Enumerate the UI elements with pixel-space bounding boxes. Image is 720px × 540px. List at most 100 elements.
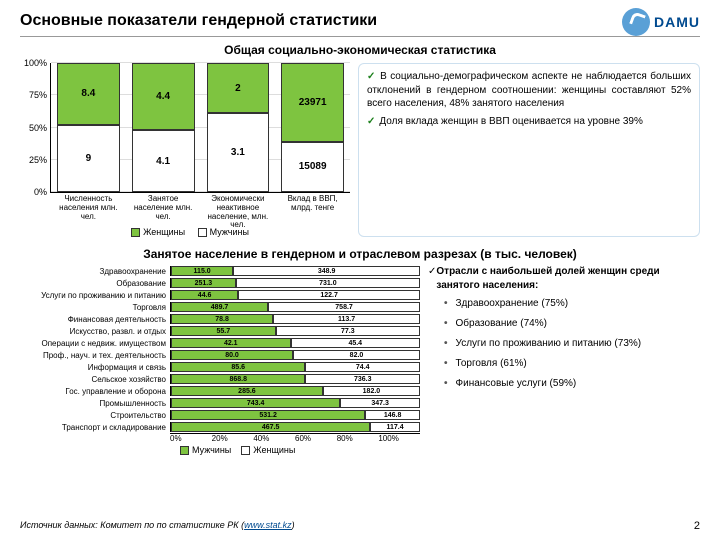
hbar-seg-men: 55.7	[171, 326, 276, 336]
hbar-label: Строительство	[20, 411, 170, 420]
hbar-seg-men: 44.6	[171, 290, 238, 300]
chart2: Здравоохранение115.0348.9Образование251.…	[20, 265, 420, 455]
x-tick: 60%	[295, 434, 337, 443]
insight2-item: Образование (74%)	[444, 317, 700, 331]
x-category: Экономически неактивное население, млн. …	[207, 192, 270, 230]
hbar-row: Информация и связь85.674.4	[20, 361, 420, 373]
check-icon: ✓	[428, 265, 436, 293]
chart1-title: Общая социально-экономическая статистика	[20, 43, 700, 57]
logo: DAMU	[622, 8, 700, 36]
bar-seg-women: 8.4	[57, 63, 120, 125]
hbar-label: Информация и связь	[20, 363, 170, 372]
x-tick: 100%	[378, 434, 420, 443]
chart1: 0%25%50%75%100% 8.49Численность населени…	[20, 63, 350, 237]
bar-seg-men: 15089	[281, 142, 344, 192]
bar-seg-men: 9	[57, 125, 120, 192]
hbar-seg-men: 489.7	[171, 302, 268, 312]
hbar-seg-women: 117.4	[370, 422, 420, 432]
hbar-seg-men: 531.2	[171, 410, 365, 420]
logo-icon	[622, 8, 650, 36]
hbar-row: Финансовая деятельность78.8113.7	[20, 313, 420, 325]
hbar-seg-women: 758.7	[268, 302, 420, 312]
chart2-legend: МужчиныЖенщины	[170, 445, 420, 455]
source-line: Источник данных: Комитет по по статистик…	[20, 520, 295, 530]
page-number: 2	[694, 520, 700, 532]
bar-seg-women: 23971	[281, 63, 344, 142]
page-title: Основные показатели гендерной статистики	[20, 12, 700, 37]
hbar-seg-men: 868.8	[171, 374, 305, 384]
bar-seg-men: 3.1	[207, 113, 270, 192]
hbar-row: Строительство531.2146.8	[20, 409, 420, 421]
y-tick: 75%	[29, 90, 47, 100]
bar-seg-women: 4.4	[132, 63, 195, 130]
hbar-seg-women: 146.8	[365, 410, 420, 420]
hbar-row: Торговля489.7758.7	[20, 301, 420, 313]
hbar-seg-men: 78.8	[171, 314, 273, 324]
legend-label-women: Женщины	[143, 227, 185, 237]
hbar-label: Операции с недвиж. имуществом	[20, 339, 170, 348]
hbar-seg-women: 74.4	[305, 362, 420, 372]
bar-seg-men: 4.1	[132, 130, 195, 192]
hbar-seg-men: 42.1	[171, 338, 291, 348]
hbar-row: Сельское хозяйство868.8736.3	[20, 373, 420, 385]
insight2-item: Услуги по проживанию и питанию (73%)	[444, 337, 700, 351]
hbar-seg-men: 467.5	[171, 422, 370, 432]
hbar-label: Транспорт и складирование	[20, 423, 170, 432]
hbar-row: Образование251.3731.0	[20, 277, 420, 289]
x-category: Занятое население млн. чел.	[132, 192, 195, 221]
insight-item: ✓Доля вклада женщин в ВВП оценивается на…	[367, 115, 691, 129]
hbar-seg-women: 731.0	[236, 278, 420, 288]
hbar-label: Образование	[20, 279, 170, 288]
x-tick: 20%	[212, 434, 254, 443]
hbar-row: Транспорт и складирование467.5117.4	[20, 421, 420, 433]
hbar-seg-women: 347.3	[340, 398, 420, 408]
x-category: Вклад в ВВП, млрд. тенге	[281, 192, 344, 213]
x-category: Численность населения млн. чел.	[57, 192, 120, 221]
hbar-seg-women: 82.0	[293, 350, 420, 360]
hbar-label: Гос. управление и оборона	[20, 387, 170, 396]
hbar-seg-men: 251.3	[171, 278, 236, 288]
hbar-label: Сельское хозяйство	[20, 375, 170, 384]
bar: 8.49Численность населения млн. чел.	[57, 63, 120, 192]
hbar-label: Финансовая деятельность	[20, 315, 170, 324]
insight-item: ✓В социально-демографическом аспекте не …	[367, 70, 691, 111]
hbar-seg-men: 115.0	[171, 266, 233, 276]
hbar-seg-men: 80.0	[171, 350, 293, 360]
bar-seg-women: 2	[207, 63, 270, 113]
insight2-item: Здравоохранение (75%)	[444, 297, 700, 311]
section2-title: Занятое население в гендерном и отраслев…	[20, 247, 700, 261]
y-tick: 50%	[29, 123, 47, 133]
bar: 2397115089Вклад в ВВП, млрд. тенге	[281, 63, 344, 192]
x-tick: 40%	[253, 434, 295, 443]
hbar-label: Здравоохранение	[20, 267, 170, 276]
hbar-row: Услуги по проживанию и питанию44.6122.7	[20, 289, 420, 301]
hbar-seg-women: 113.7	[273, 314, 420, 324]
logo-text: DAMU	[654, 14, 700, 30]
hbar-row: Гос. управление и оборона285.6182.0	[20, 385, 420, 397]
bar: 4.44.1Занятое население млн. чел.	[132, 63, 195, 192]
hbar-row: Промышленность743.4347.3	[20, 397, 420, 409]
hbar-seg-women: 122.7	[238, 290, 420, 300]
x-tick: 0%	[170, 434, 212, 443]
y-tick: 0%	[34, 187, 47, 197]
legend-swatch-women	[131, 228, 140, 237]
hbar-seg-women: 736.3	[305, 374, 420, 384]
hbar-row: Операции с недвиж. имуществом42.145.4	[20, 337, 420, 349]
hbar-row: Искусство, развл. и отдых55.777.3	[20, 325, 420, 337]
insight2-item: Торговля (61%)	[444, 357, 700, 371]
hbar-label: Искусство, развл. и отдых	[20, 327, 170, 336]
bar: 23.1Экономически неактивное население, м…	[207, 63, 270, 192]
hbar-seg-women: 77.3	[276, 326, 420, 336]
hbar-seg-women: 348.9	[233, 266, 420, 276]
insight-box-1: ✓В социально-демографическом аспекте не …	[358, 63, 700, 237]
legend-swatch-men	[198, 228, 207, 237]
source-link[interactable]: www.stat.kz	[244, 520, 292, 530]
hbar-seg-men: 285.6	[171, 386, 323, 396]
insight2-head: Отрасли с наибольшей долей женщин среди …	[436, 265, 700, 293]
hbar-label: Проф., науч. и тех. деятельность	[20, 351, 170, 360]
hbar-seg-women: 45.4	[291, 338, 420, 348]
hbar-seg-women: 182.0	[323, 386, 420, 396]
y-tick: 25%	[29, 155, 47, 165]
hbar-label: Услуги по проживанию и питанию	[20, 291, 170, 300]
insight-box-2: ✓Отрасли с наибольшей долей женщин среди…	[428, 265, 700, 455]
